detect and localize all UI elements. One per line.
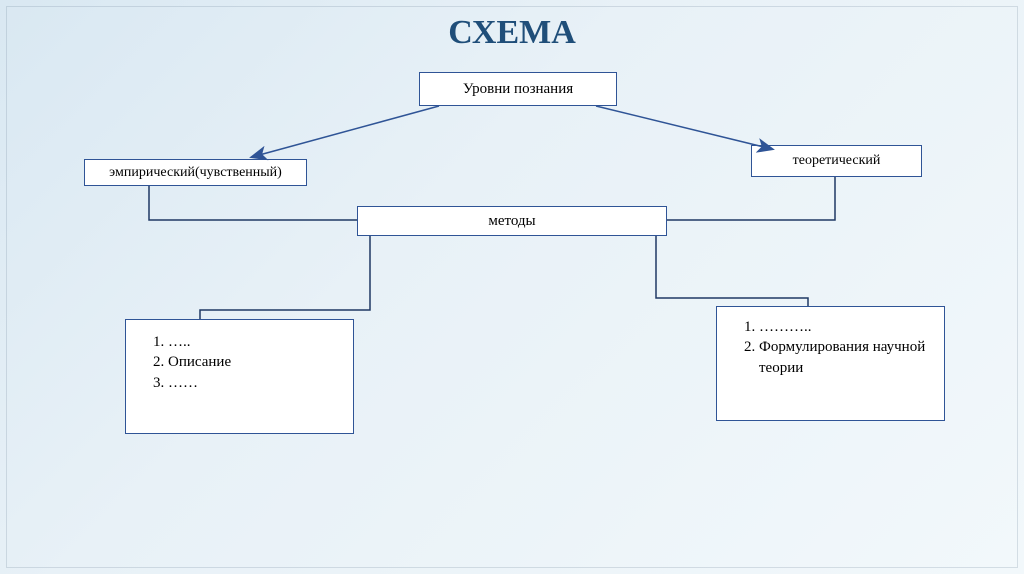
node-empirical: эмпирический(чувственный) [84,159,307,186]
page-title: СХЕМА [0,14,1024,52]
node-theoretical-label: теоретический [793,153,881,169]
list-item: ….. [168,332,353,352]
node-root: Уровни познания [419,72,617,106]
list-item: Формулирования научной теории [759,337,944,378]
list-right-items: ………..Формулирования научной теории [717,317,944,378]
list-item: …… [168,373,353,393]
node-theoretical: теоретический [751,145,922,177]
node-empirical-label: эмпирический(чувственный) [109,165,282,181]
list-left: …..Описание…… [125,319,354,434]
list-item: Описание [168,352,353,372]
list-right: ………..Формулирования научной теории [716,306,945,421]
node-methods: методы [357,206,667,236]
list-item: ……….. [759,317,944,337]
list-left-items: …..Описание…… [126,332,353,393]
node-methods-label: методы [488,213,535,230]
node-root-label: Уровни познания [463,81,573,98]
